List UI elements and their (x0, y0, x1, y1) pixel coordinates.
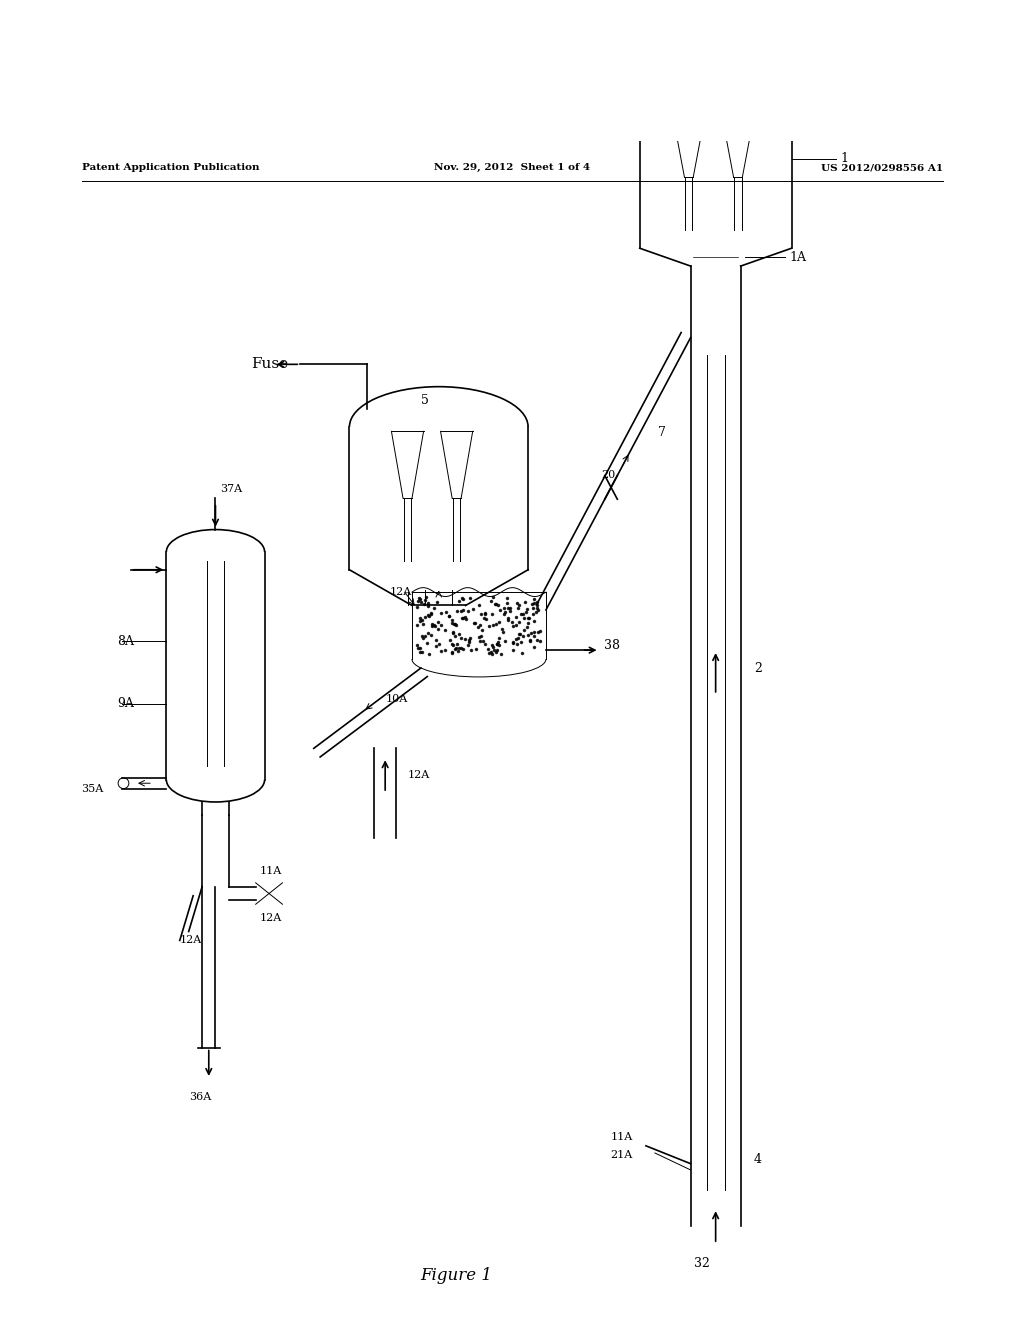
Text: 2: 2 (754, 661, 762, 675)
Text: Fuse: Fuse (251, 358, 289, 371)
Text: Patent Application Publication: Patent Application Publication (82, 164, 259, 173)
Text: 4: 4 (754, 1152, 762, 1166)
Text: 9A: 9A (117, 697, 134, 710)
Text: 12A: 12A (180, 936, 202, 945)
Text: 1: 1 (841, 152, 849, 165)
Text: 21A: 21A (610, 1150, 633, 1160)
Text: Nov. 29, 2012  Sheet 1 of 4: Nov. 29, 2012 Sheet 1 of 4 (434, 164, 590, 173)
Text: 11A: 11A (260, 866, 283, 876)
Text: 10A: 10A (385, 694, 408, 705)
Text: 36A: 36A (188, 1092, 211, 1102)
Text: 20: 20 (601, 470, 615, 479)
Text: US 2012/0298556 A1: US 2012/0298556 A1 (821, 164, 943, 173)
Text: 8A: 8A (117, 635, 134, 648)
Text: 5: 5 (421, 393, 429, 407)
Text: 32: 32 (694, 1258, 711, 1270)
Text: 37A: 37A (220, 484, 242, 495)
Text: 12A: 12A (408, 770, 430, 780)
Text: 38: 38 (604, 639, 620, 652)
Text: 7: 7 (657, 426, 666, 440)
Text: 12A: 12A (390, 587, 412, 597)
Text: Figure 1: Figure 1 (421, 1267, 493, 1284)
Text: 35A: 35A (82, 784, 103, 793)
Text: 12A: 12A (260, 913, 283, 923)
Text: 1A: 1A (790, 251, 807, 264)
Text: 11A: 11A (610, 1133, 633, 1142)
